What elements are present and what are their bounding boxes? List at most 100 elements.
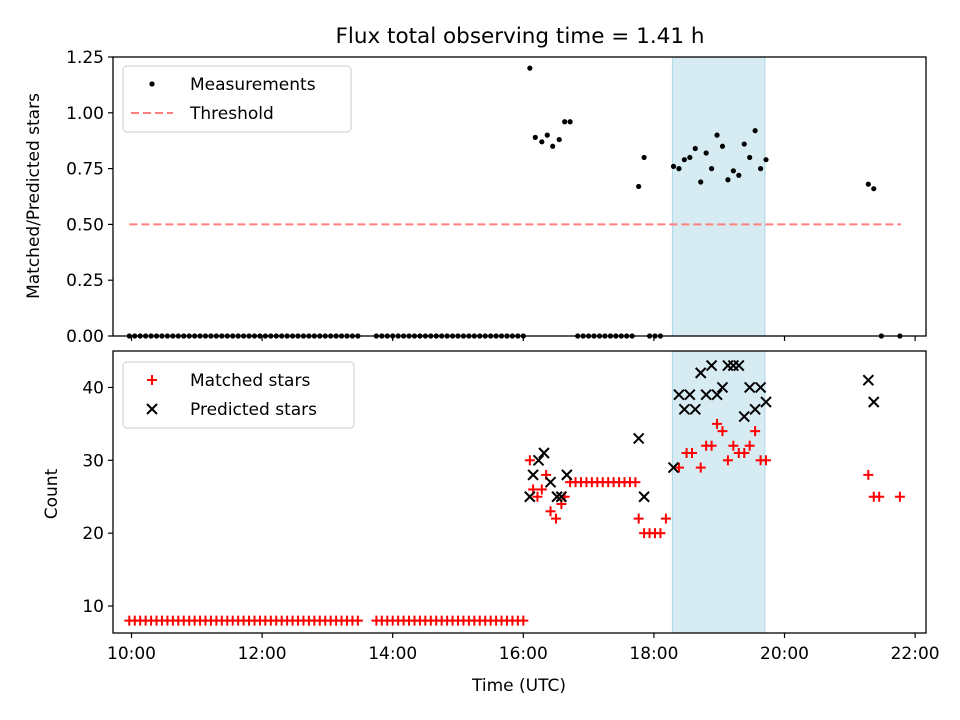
predicted-point <box>695 367 707 379</box>
measurement-point <box>865 181 871 187</box>
legend-measurements-label: Measurements <box>190 75 316 95</box>
plot-frame-bottom <box>112 350 927 634</box>
matched-point <box>863 469 874 480</box>
y-tick-label: 20 <box>82 524 104 544</box>
matched-point <box>532 491 543 502</box>
count-panel: 10 20 30 40 10:00 12:00 14:00 16:00 18:00 20:00 2… <box>42 350 940 696</box>
y-tick-label: 40 <box>82 378 104 398</box>
matched-point <box>750 426 761 437</box>
y-tick-label: 0.25 <box>66 271 104 291</box>
measurement-point <box>544 132 550 138</box>
x-tick-label: 16:00 <box>499 644 548 664</box>
predicted-point <box>754 381 767 394</box>
measurement-point <box>681 157 687 163</box>
measurement-point <box>719 143 726 149</box>
measurement-point <box>730 168 736 174</box>
measurement-point <box>532 134 538 140</box>
x-tick-label: 22:00 <box>891 644 940 664</box>
y-tick-label: 0.75 <box>66 160 104 180</box>
predicted-point <box>862 374 875 386</box>
measurement-point <box>692 145 698 152</box>
measurement-point <box>562 119 568 125</box>
x-axis-ticks-bottom: 10:00 12:00 14:00 16:00 18:00 20:00 22:00 <box>107 633 940 664</box>
matched-point <box>655 528 666 539</box>
matched-point <box>633 513 644 524</box>
y-axis-ticks-top: 0.00 0.25 0.50 0.75 1.00 1.25 <box>66 48 113 347</box>
matched-point <box>524 455 535 466</box>
predicted-point <box>524 491 536 503</box>
predicted-point <box>544 476 557 488</box>
y-axis-label-top: Matched/Predicted stars <box>24 93 44 299</box>
measurement-point <box>687 154 693 161</box>
matched-point <box>739 448 750 459</box>
measurement-point <box>871 186 877 192</box>
measurement-point <box>703 150 709 156</box>
matched-point <box>687 448 698 459</box>
predicted-point <box>743 381 756 394</box>
matched-point <box>536 484 547 495</box>
measurement-point <box>763 157 769 163</box>
measurement-point <box>708 166 715 172</box>
measurement-point <box>556 136 562 143</box>
legend-threshold-label: Threshold <box>189 104 274 124</box>
predicted-point <box>738 410 750 423</box>
measurement-point <box>757 166 764 172</box>
x-tick-label: 14:00 <box>368 644 417 664</box>
x-axis-ticks-top <box>130 336 916 341</box>
legend-predicted-label: Predicted stars <box>190 400 317 420</box>
matched-point <box>744 440 755 451</box>
matched-point <box>545 506 556 517</box>
predicted-point <box>716 381 729 394</box>
legend-measurements-marker <box>149 81 155 87</box>
x-tick-label: 12:00 <box>238 644 287 664</box>
matched-point <box>706 440 717 451</box>
measurement-point <box>752 128 758 134</box>
predicted-point <box>561 469 573 481</box>
predicted-point <box>673 389 685 401</box>
legend-cross <box>146 403 158 415</box>
predicted-point <box>678 403 691 416</box>
predicted-point <box>749 403 761 416</box>
predicted-point <box>632 432 645 445</box>
matched-point <box>712 418 723 429</box>
measurement-point <box>725 177 731 183</box>
measurement-point <box>539 139 545 145</box>
measurement-point <box>670 163 677 169</box>
predicted-point <box>555 491 568 503</box>
plot-frame-top <box>112 56 927 337</box>
measurement-point <box>741 141 747 147</box>
matched-point <box>695 462 706 473</box>
y-axis-ticks-bottom: 10 20 30 40 <box>82 378 113 617</box>
measurement-point <box>567 119 573 125</box>
matched-stars-series <box>124 418 905 626</box>
measurement-point <box>714 132 720 138</box>
predicted-point <box>532 454 545 467</box>
highlight-span-top <box>671 56 766 337</box>
predicted-point <box>705 359 718 372</box>
y-tick-label: 30 <box>82 451 104 471</box>
predicted-point <box>733 359 745 372</box>
matched-point <box>660 513 671 524</box>
matched-point <box>352 615 363 626</box>
matched-point <box>728 440 739 451</box>
predicted-point <box>868 396 880 408</box>
measurement-point <box>641 154 647 161</box>
matched-point <box>630 477 641 488</box>
predicted-point <box>711 389 723 401</box>
predicted-point <box>689 403 701 416</box>
predicted-point <box>551 491 563 503</box>
y-tick-label: 0.00 <box>66 327 104 347</box>
legend-plus <box>147 375 157 385</box>
measurement-point <box>527 65 533 71</box>
chart-title: Flux total observing time = 1.41 h <box>336 24 705 49</box>
legend-bottom: Matched stars Predicted stars <box>122 361 355 429</box>
measurement-point <box>676 166 682 172</box>
matched-point <box>874 491 885 502</box>
x-tick-label: 18:00 <box>629 644 678 664</box>
matched-point <box>673 462 684 473</box>
legend-predicted-marker <box>146 403 158 415</box>
legend-matched-label: Matched stars <box>190 371 310 391</box>
x-tick-label: 10:00 <box>107 644 156 664</box>
predicted-point <box>760 396 772 408</box>
